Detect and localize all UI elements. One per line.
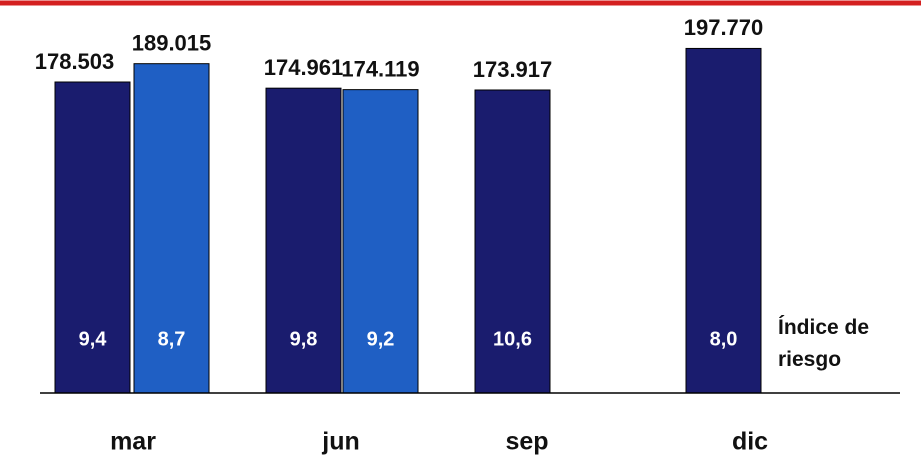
- risk-label: 9,8: [290, 328, 318, 350]
- x-tick-label: sep: [505, 428, 548, 456]
- x-tick-label: dic: [732, 428, 768, 456]
- risk-label: 9,2: [367, 328, 395, 350]
- value-label: 174.119: [341, 56, 419, 81]
- bar: [133, 63, 210, 394]
- risk-label: 9,4: [79, 328, 108, 350]
- bar: [265, 87, 342, 394]
- risk-label: 10,6: [493, 328, 532, 350]
- value-label: 174.961: [264, 55, 344, 80]
- x-tick-label: mar: [110, 428, 156, 456]
- risk-label: 8,0: [710, 328, 738, 350]
- value-label: 197.770: [684, 15, 764, 40]
- annotation: Índice de riesgo: [778, 316, 870, 371]
- bar: [342, 89, 419, 394]
- bar: [685, 47, 762, 394]
- risk-label: 8,7: [158, 328, 186, 350]
- value-label: 189.015: [132, 30, 212, 55]
- value-label: 173.917: [473, 57, 553, 82]
- x-tick-label: jun: [321, 428, 360, 456]
- value-label: 178.503: [35, 49, 115, 74]
